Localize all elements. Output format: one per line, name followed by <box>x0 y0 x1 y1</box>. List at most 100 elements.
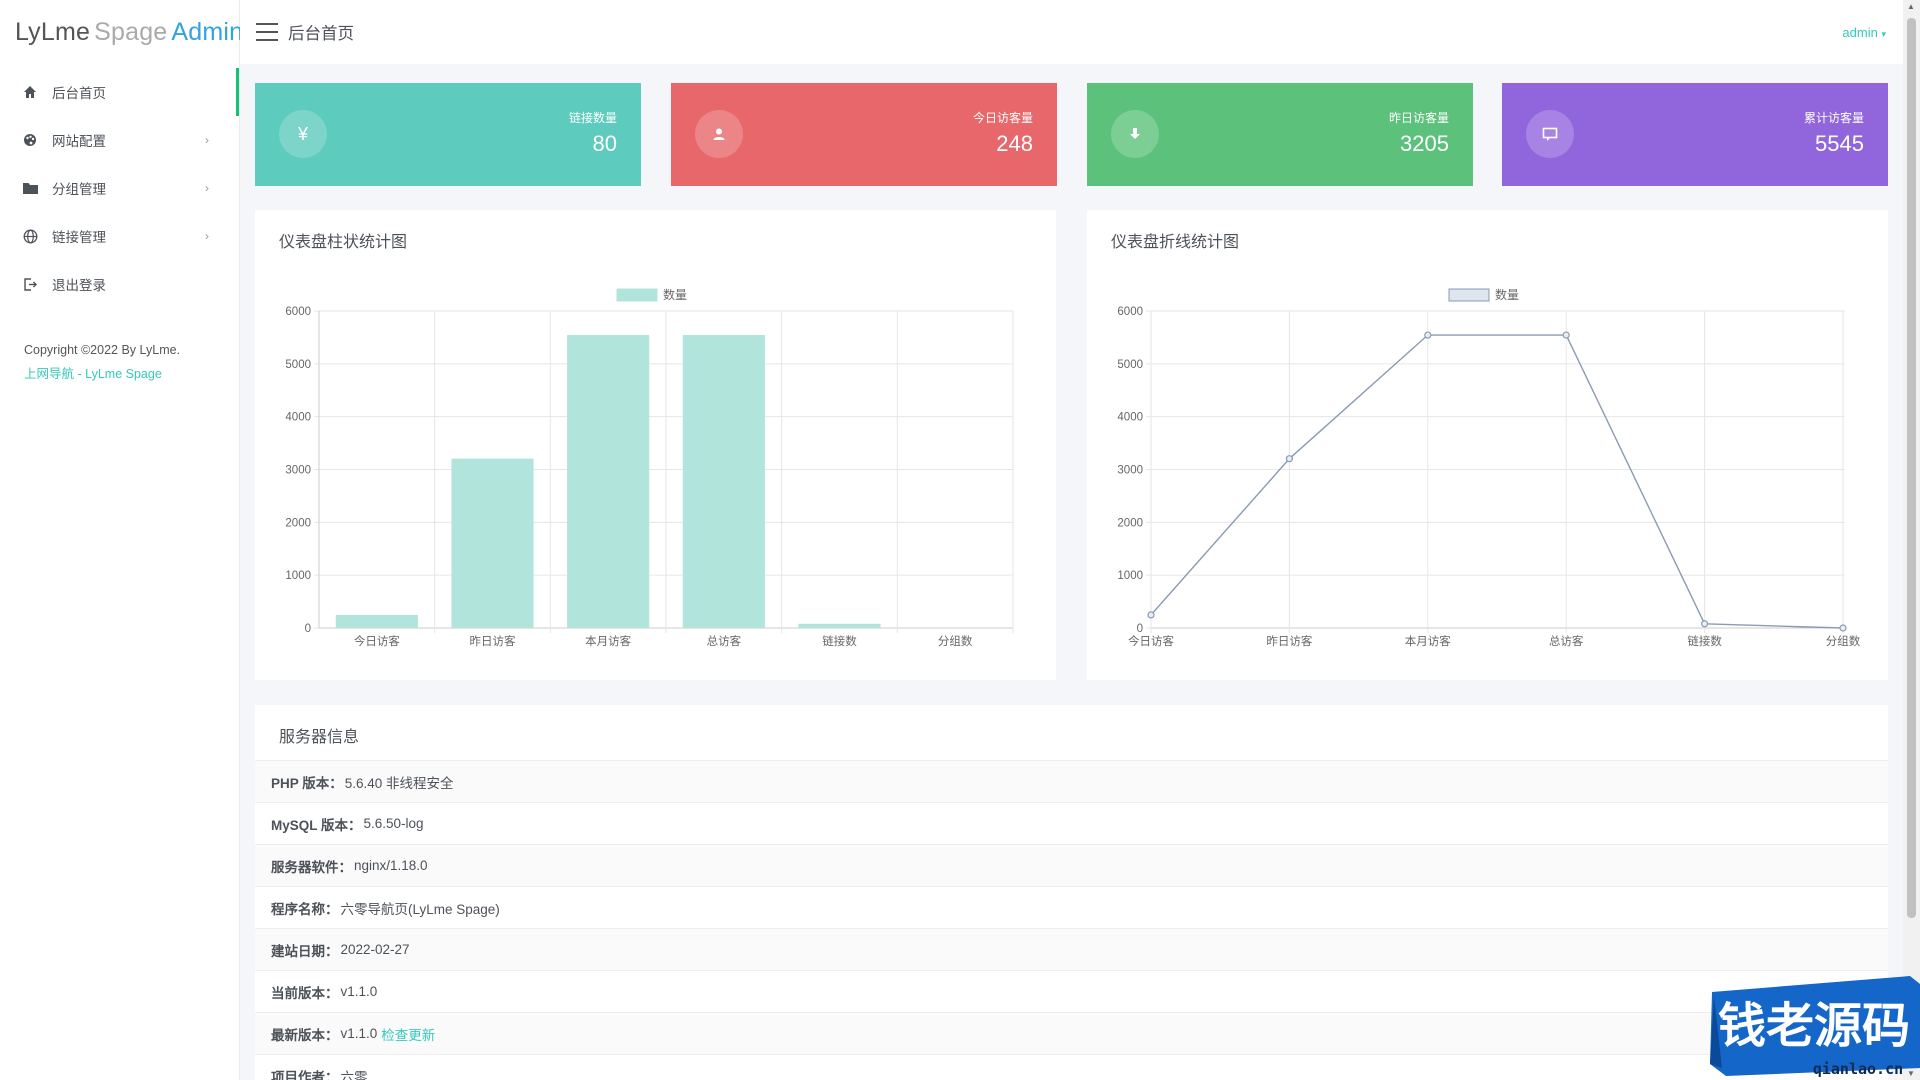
page-title: 后台首页 <box>288 25 354 43</box>
scroll-down-icon[interactable]: ▼ <box>1907 1069 1915 1078</box>
bar-chart: 数量 0 1000 2000 3000 4000 5000 6000 今日访客 昨日访客 本月访客 总… <box>285 287 1014 648</box>
x-tick-label: 链接数 <box>1687 634 1722 648</box>
sidebar-item-link-manage[interactable]: 链接管理 › <box>0 212 239 260</box>
y-tick-label: 3000 <box>285 465 311 477</box>
server-info-row: 建站日期： 2022-02-27 <box>255 928 1888 970</box>
app-logo[interactable]: LyLme Spage Admin <box>0 0 243 64</box>
server-info-label: 建站日期： <box>271 943 339 959</box>
sidebar-item-home[interactable]: 后台首页 <box>0 68 239 116</box>
x-tick-label: 今日访客 <box>354 634 400 648</box>
menu-toggle-icon[interactable] <box>256 23 278 41</box>
y-tick-label: 4000 <box>1117 412 1143 424</box>
server-info-label: MySQL 版本： <box>271 817 362 833</box>
page-scrollbar[interactable]: ▲ ▼ <box>1903 0 1920 1080</box>
y-tick-label: 4000 <box>285 412 311 424</box>
server-info-value: 六零 <box>340 1069 368 1080</box>
server-info-label: PHP 版本： <box>271 775 343 791</box>
server-info-value: 六零导航页(LyLme Spage) <box>340 901 500 917</box>
data-point <box>1147 611 1155 619</box>
y-tick-label: 6000 <box>1117 306 1143 318</box>
server-info-value: 2022-02-27 <box>340 942 410 957</box>
copyright: Copyright ©2022 By LyLme. 上网导航 - LyLme S… <box>0 308 239 386</box>
sidebar-item-site-config[interactable]: 网站配置 › <box>0 116 239 164</box>
caret-down-icon: ▾ <box>1881 28 1886 39</box>
x-tick-label: 分组数 <box>938 634 973 648</box>
server-info-row: PHP 版本： 5.6.40 非线程安全 <box>255 760 1888 802</box>
check-update-link[interactable]: 检查更新 <box>381 1027 436 1043</box>
globe-icon <box>22 228 38 244</box>
stat-label: 昨日访客量 <box>1388 111 1449 125</box>
y-tick-label: 5000 <box>285 359 311 371</box>
sidebar-item-group-manage[interactable]: 分组管理 › <box>0 164 239 212</box>
sidebar: LyLme Spage Admin 后台首页 网站配置 › 分组管理 › <box>0 0 243 1080</box>
line-chart-panel: 仪表盘折线统计图 数量 0 1000 2000 3000 4000 5000 6000 今日访客… <box>1087 210 1888 680</box>
x-tick-label: 总访客 <box>707 634 742 648</box>
home-icon <box>22 84 38 100</box>
user-menu[interactable]: admin ▾ <box>1842 25 1886 40</box>
data-point <box>1839 624 1847 632</box>
watermark-url: qianlao.cn <box>1813 1060 1903 1078</box>
bar-chart-panel: 仪表盘柱状统计图 数量 0 1000 2000 3000 4000 5000 6000 今日访客… <box>255 210 1056 680</box>
server-info-title: 服务器信息 <box>279 729 360 746</box>
server-info-row: 最新版本： v1.1.0 检查更新 <box>255 1012 1888 1054</box>
server-info-value: 5.6.50-log <box>363 816 424 831</box>
copyright-link[interactable]: 上网导航 - LyLme Spage <box>24 367 162 381</box>
stat-label: 今日访客量 <box>972 111 1033 125</box>
stat-value: 248 <box>996 131 1033 156</box>
sidebar-item-label: 分组管理 <box>52 182 106 197</box>
chart-legend: 数量 <box>1448 287 1519 302</box>
bar <box>451 458 534 628</box>
y-tick-label: 1000 <box>285 570 311 582</box>
watermark-brand: 钱老源码 <box>1718 998 1910 1054</box>
data-point <box>1562 331 1570 339</box>
x-tick-label: 今日访客 <box>1128 634 1174 648</box>
x-tick-label: 链接数 <box>822 634 857 648</box>
bar <box>682 335 765 628</box>
server-info-label: 当前版本： <box>271 985 339 1001</box>
chevron-right-icon: › <box>205 133 209 147</box>
chevron-right-icon: › <box>205 229 209 243</box>
copyright-text: Copyright ©2022 By LyLme. <box>24 343 181 357</box>
scroll-up-icon[interactable]: ▲ <box>1907 2 1915 11</box>
stat-value: 5545 <box>1815 131 1864 156</box>
server-info-panel: 服务器信息 PHP 版本： 5.6.40 非线程安全 MySQL 版本： 5.6.50… <box>255 705 1888 1080</box>
x-tick-label: 本月访客 <box>1405 634 1451 648</box>
sidebar-item-logout[interactable]: 退出登录 <box>0 260 239 308</box>
server-info-row: MySQL 版本： 5.6.50-log <box>255 802 1888 844</box>
scrollbar-thumb[interactable] <box>1907 18 1916 918</box>
line-chart-title: 仪表盘折线统计图 <box>1111 234 1240 251</box>
server-info-row: 当前版本： v1.1.0 <box>255 970 1888 1012</box>
message-icon <box>1526 110 1574 158</box>
x-tick-label: 分组数 <box>1826 634 1861 648</box>
sidebar-item-label: 后台首页 <box>52 86 106 101</box>
stat-card-yesterday-visitors: 昨日访客量 3205 <box>1087 83 1473 186</box>
yen-icon: ¥ <box>279 110 327 158</box>
server-info-label: 服务器软件： <box>271 859 352 875</box>
chart-legend: 数量 <box>616 287 687 302</box>
folder-icon <box>22 180 38 196</box>
stat-value: 80 <box>592 131 617 156</box>
sidebar-item-label: 链接管理 <box>52 230 106 245</box>
y-tick-label: 5000 <box>1117 359 1143 371</box>
user-icon <box>695 110 743 158</box>
logo-text-spage: Spage <box>94 17 168 46</box>
server-info-value: v1.1.0 <box>340 984 378 999</box>
server-info-row: 项目作者： 六零 <box>255 1054 1888 1080</box>
legend-label: 数量 <box>1495 287 1519 302</box>
data-point <box>1424 331 1432 339</box>
user-name: admin <box>1842 24 1878 40</box>
x-tick-label: 昨日访客 <box>470 634 516 648</box>
topbar: 后台首页 admin ▾ <box>240 0 1920 64</box>
stat-label: 链接数量 <box>568 111 617 125</box>
series-line <box>1150 334 1844 629</box>
y-tick-label: 0 <box>305 623 311 635</box>
y-tick-label: 1000 <box>1117 570 1143 582</box>
server-info-value: nginx/1.18.0 <box>354 858 428 873</box>
bar <box>335 614 418 628</box>
stat-card-links: ¥ 链接数量 80 <box>255 83 641 186</box>
stat-label: 累计访客量 <box>1803 111 1864 125</box>
sidebar-item-label: 退出登录 <box>52 278 106 293</box>
watermark-logo: 钱老源码 qianlao.cn <box>1698 972 1920 1080</box>
stat-value: 3205 <box>1400 131 1449 156</box>
server-info-label: 最新版本： <box>271 1027 339 1043</box>
